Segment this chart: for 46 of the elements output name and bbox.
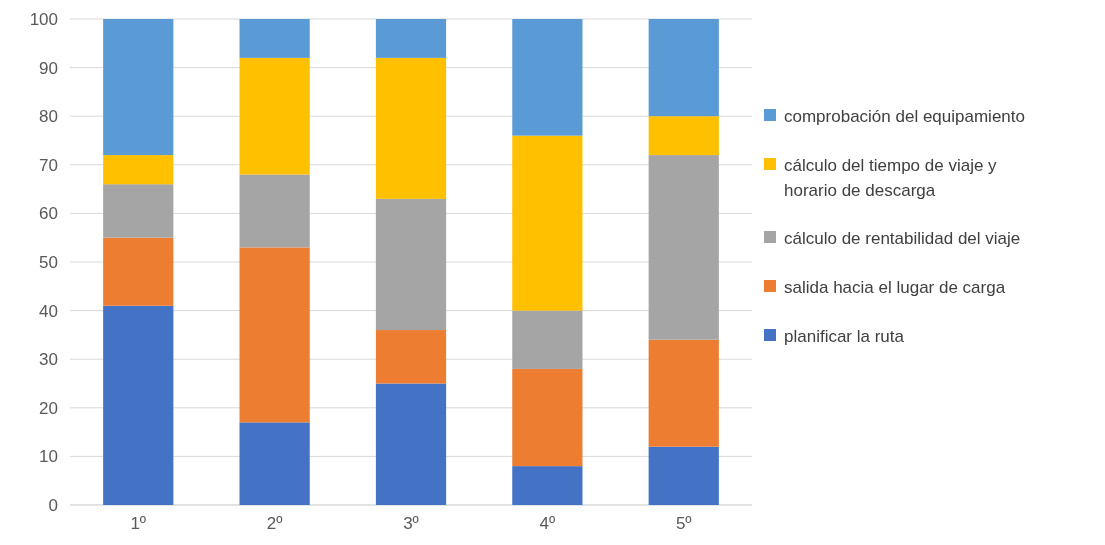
bar	[375, 57, 447, 199]
bar	[103, 237, 174, 306]
bar	[239, 247, 310, 423]
bar	[512, 19, 583, 136]
y-tick-label: 30	[39, 350, 58, 370]
bar	[375, 330, 447, 384]
bar	[239, 174, 310, 248]
y-tick-label: 0	[48, 495, 58, 515]
x-tick-label: 2º	[266, 514, 283, 533]
bar	[375, 383, 447, 505]
y-tick-label: 70	[39, 155, 58, 175]
y-tick-label: 80	[39, 107, 58, 127]
x-tick-label: 4º	[539, 514, 556, 533]
y-tick-label: 100	[29, 9, 58, 29]
bar	[375, 198, 447, 331]
x-tick-label: 1º	[130, 514, 147, 533]
bar	[512, 368, 583, 467]
bar	[648, 339, 719, 447]
bar	[375, 19, 447, 58]
bar	[103, 19, 174, 156]
legend-label: planificar la ruta	[784, 326, 905, 346]
y-tick-label: 20	[39, 398, 58, 418]
bar	[103, 305, 174, 505]
bar	[103, 155, 174, 185]
y-tick-label: 90	[39, 58, 58, 78]
bar	[648, 446, 719, 505]
bar	[512, 466, 583, 505]
y-tick-label: 40	[39, 301, 58, 321]
legend-label: cálculo del tiempo de viaje y horario de descarga	[784, 155, 998, 201]
bar	[103, 184, 174, 238]
bar	[239, 422, 310, 505]
y-tick-label: 10	[39, 447, 58, 467]
bar	[512, 310, 583, 369]
x-tick-label: 5º	[675, 514, 692, 533]
bar	[648, 19, 719, 117]
bar	[648, 116, 719, 156]
bar	[239, 19, 310, 58]
legend-label: salida hacia el lugar de carga	[784, 277, 1006, 297]
bar	[648, 155, 719, 340]
x-tick-label: 3º	[403, 514, 419, 533]
legend-label: cálculo de rentabilidad del viaje	[784, 228, 1021, 248]
y-tick-label: 60	[39, 204, 58, 224]
bar	[239, 57, 310, 175]
bar	[512, 135, 583, 311]
legend-label: comprobación del equipamiento	[784, 106, 1025, 126]
y-tick-label: 50	[39, 252, 58, 272]
